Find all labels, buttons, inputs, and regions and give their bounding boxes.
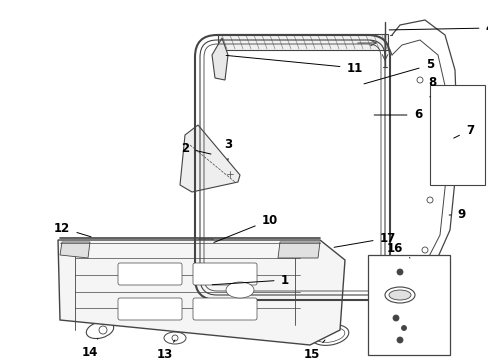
- Text: 8: 8: [427, 77, 435, 97]
- FancyBboxPatch shape: [118, 298, 182, 320]
- Polygon shape: [212, 38, 227, 80]
- Text: 15: 15: [303, 340, 325, 360]
- Text: 2: 2: [181, 141, 210, 154]
- Circle shape: [431, 127, 437, 133]
- Polygon shape: [60, 242, 90, 258]
- FancyBboxPatch shape: [193, 298, 257, 320]
- Polygon shape: [58, 240, 345, 345]
- Circle shape: [202, 243, 207, 248]
- Ellipse shape: [225, 282, 253, 298]
- Text: 17: 17: [333, 231, 395, 247]
- Text: 6: 6: [373, 108, 421, 122]
- Bar: [367, 255, 449, 355]
- Text: 14: 14: [81, 339, 98, 359]
- Circle shape: [172, 335, 178, 341]
- Text: 5: 5: [363, 58, 433, 84]
- Circle shape: [392, 315, 398, 321]
- Circle shape: [99, 326, 107, 334]
- Text: 4: 4: [388, 22, 488, 35]
- Ellipse shape: [163, 332, 185, 344]
- Text: 3: 3: [224, 139, 232, 160]
- Polygon shape: [278, 242, 319, 258]
- Text: 10: 10: [213, 213, 278, 242]
- Circle shape: [396, 269, 402, 275]
- Polygon shape: [180, 125, 240, 192]
- FancyBboxPatch shape: [118, 263, 182, 285]
- FancyBboxPatch shape: [193, 263, 257, 285]
- Text: 1: 1: [212, 274, 288, 287]
- Ellipse shape: [315, 328, 344, 342]
- Circle shape: [426, 197, 432, 203]
- Polygon shape: [200, 265, 215, 305]
- Text: 11: 11: [225, 55, 363, 75]
- Circle shape: [225, 170, 234, 178]
- Circle shape: [416, 77, 422, 83]
- Bar: [429, 85, 484, 185]
- Circle shape: [396, 337, 402, 343]
- Text: 13: 13: [157, 340, 175, 360]
- Circle shape: [401, 325, 406, 330]
- Text: 7: 7: [453, 123, 473, 138]
- Polygon shape: [218, 34, 387, 50]
- Text: 9: 9: [448, 208, 465, 221]
- Text: 16: 16: [386, 242, 409, 258]
- Circle shape: [421, 247, 427, 253]
- FancyBboxPatch shape: [199, 239, 213, 251]
- Text: 12: 12: [54, 221, 91, 237]
- Ellipse shape: [310, 325, 348, 345]
- Ellipse shape: [86, 321, 113, 338]
- Ellipse shape: [388, 290, 410, 300]
- Ellipse shape: [384, 287, 414, 303]
